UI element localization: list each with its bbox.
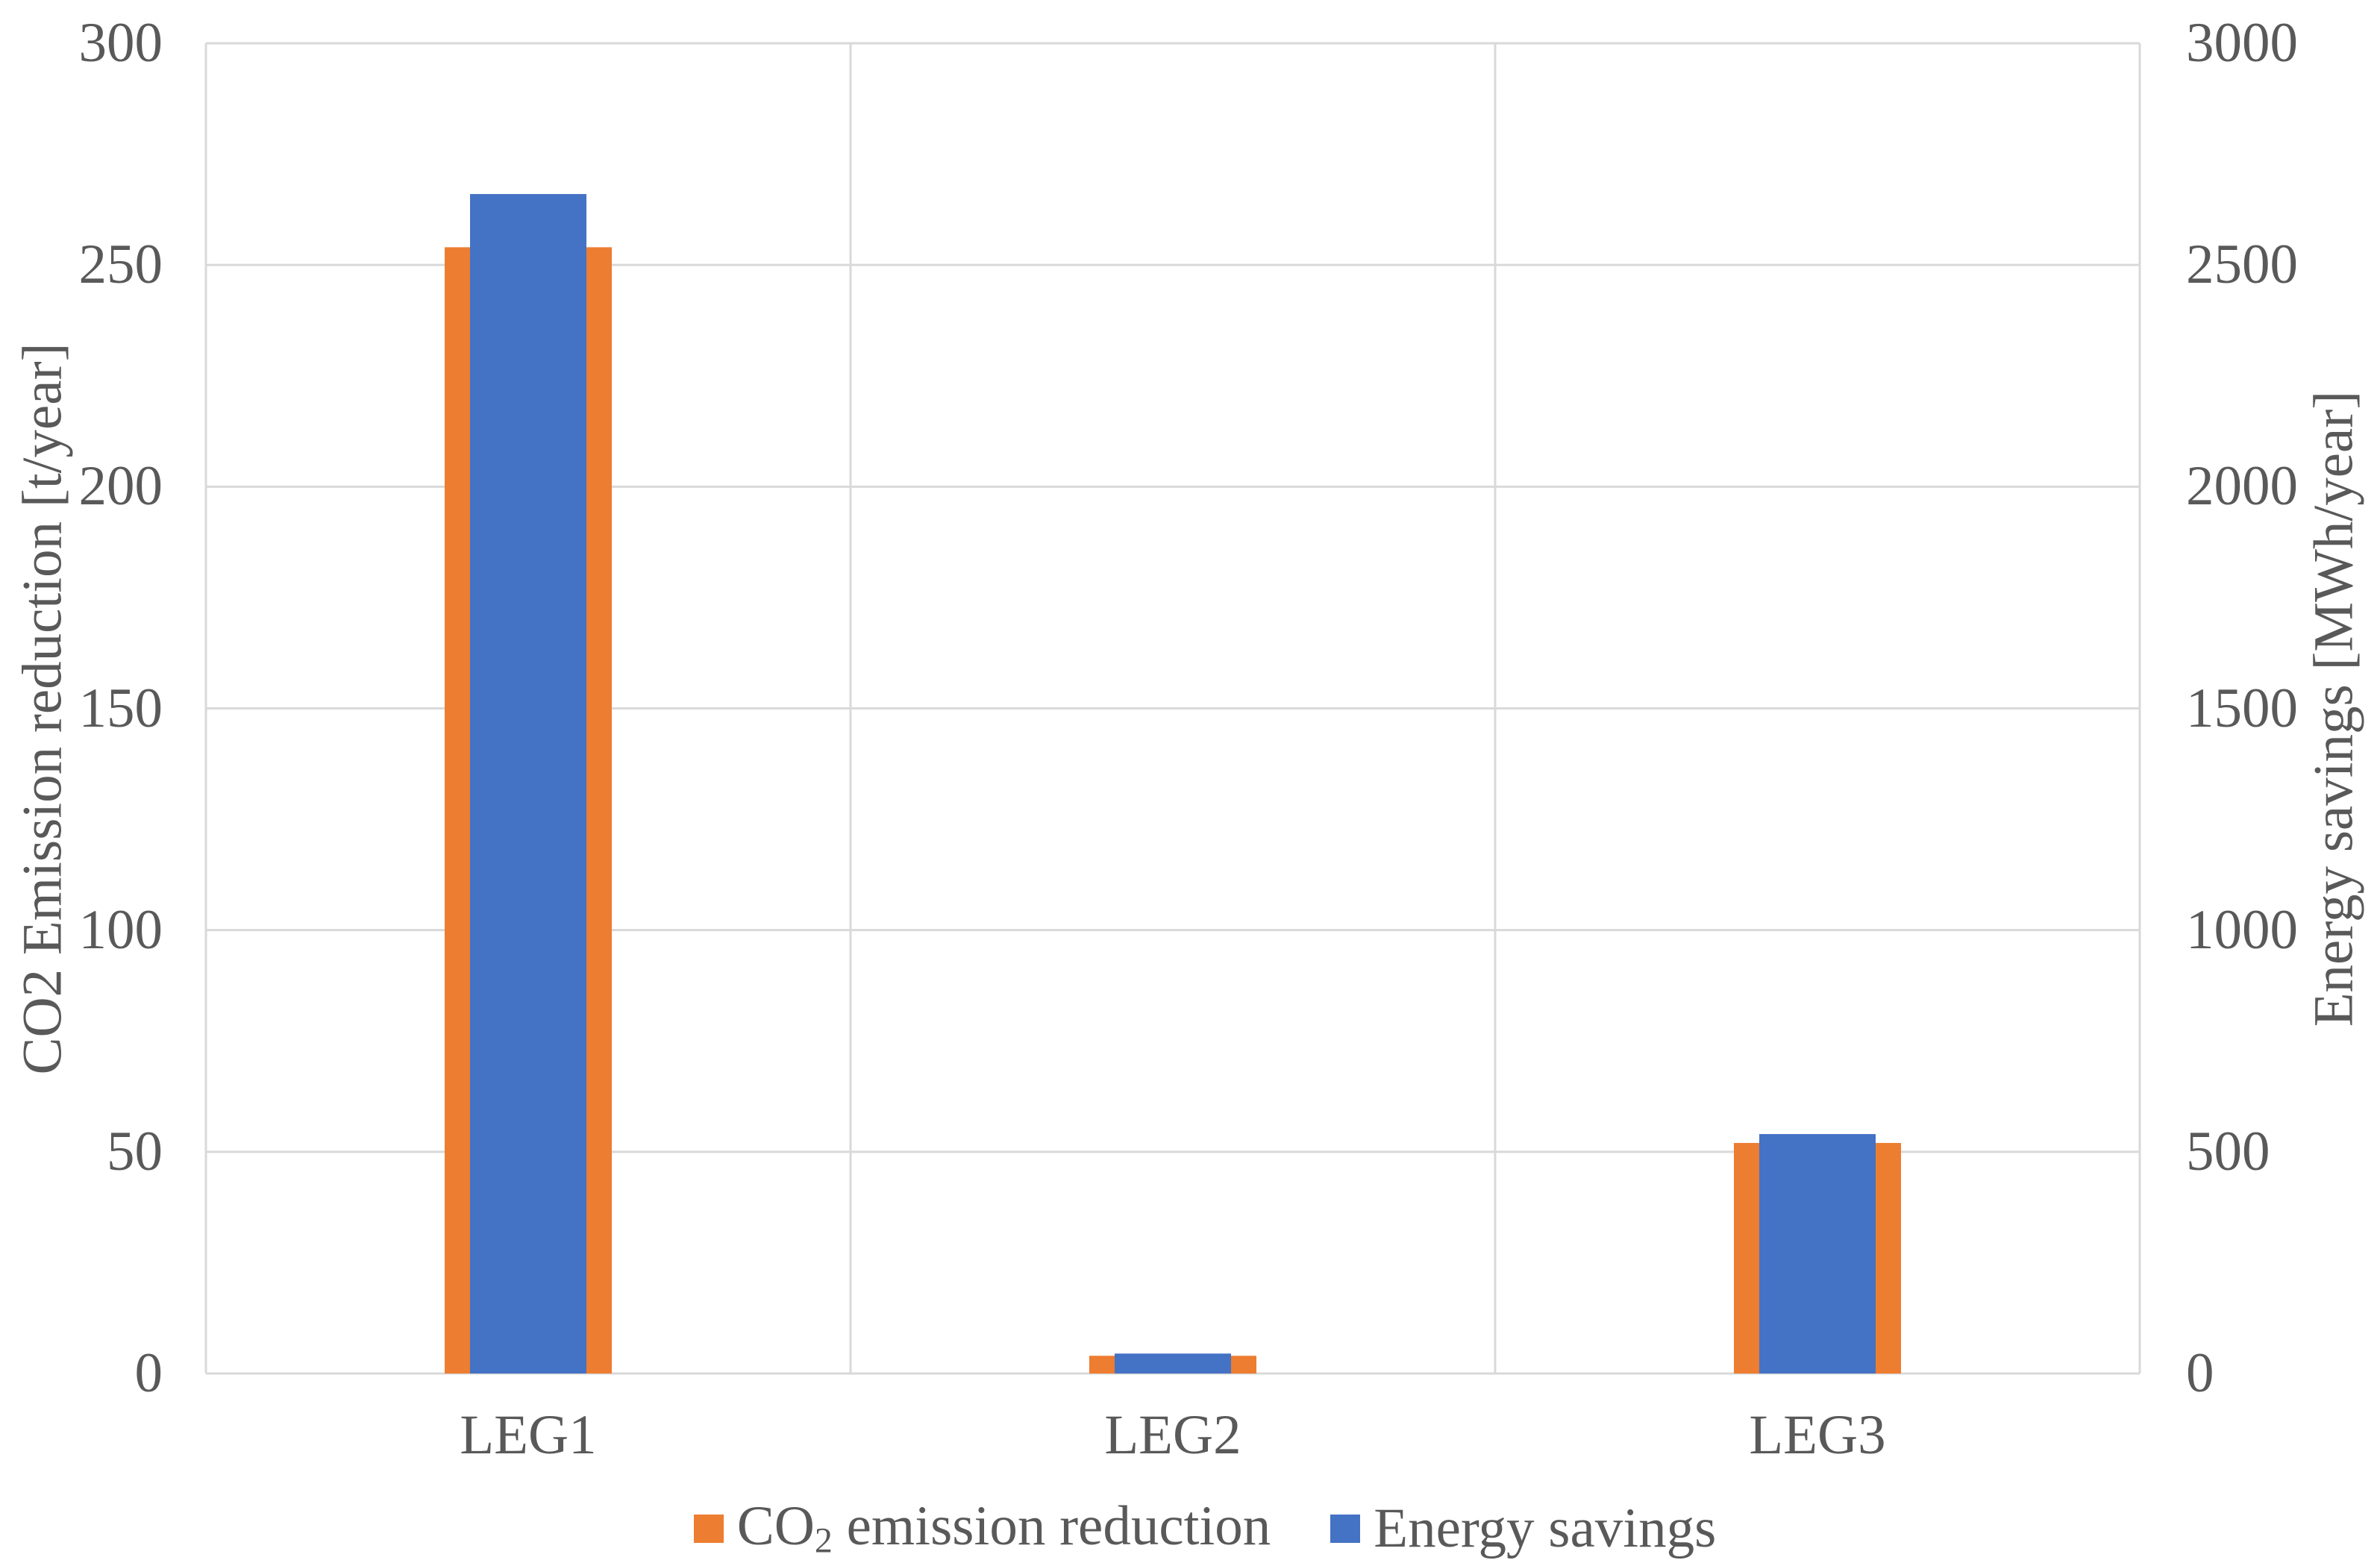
category-label-leg2: LEG2 [1104, 1404, 1241, 1466]
left-axis-tick-100: 100 [78, 898, 163, 961]
right-axis-tick-2500: 2500 [2186, 234, 2298, 296]
legend-item-co2: CO2 emission reduction [693, 1495, 1271, 1561]
left-axis-tick-150: 150 [78, 677, 163, 739]
right-axis-tick-0: 0 [2186, 1342, 2214, 1404]
category-label-leg1: LEG1 [460, 1404, 597, 1466]
bar-energy-leg2 [1115, 1353, 1231, 1374]
left-axis-tick-200: 200 [78, 455, 163, 518]
right-axis-tick-2000: 2000 [2186, 455, 2298, 518]
right-axis-title: Energy savings [MWh/year] [2302, 390, 2365, 1027]
right-axis-tick-1000: 1000 [2186, 898, 2298, 961]
left-axis-tick-300: 300 [78, 12, 163, 74]
energy-legend-label: Energy savings [1374, 1497, 1717, 1560]
right-axis-tick-3000: 3000 [2186, 12, 2298, 74]
category-label-leg3: LEG3 [1749, 1404, 1886, 1466]
legend-item-energy: Energy savings [1330, 1500, 1716, 1556]
right-axis-tick-1500: 1500 [2186, 677, 2298, 739]
co2-series-swatch [693, 1514, 724, 1543]
energy-series-swatch [1330, 1514, 1361, 1543]
left-axis-tick-50: 50 [107, 1120, 163, 1183]
co2-legend-label: CO2 emission reduction [736, 1495, 1271, 1561]
bar-energy-leg1 [470, 194, 586, 1374]
legend: CO2 emission reduction Energy savings [30, 1498, 2380, 1559]
bar-energy-leg3 [1759, 1134, 1876, 1374]
right-axis-tick-500: 500 [2186, 1120, 2270, 1183]
left-axis-tick-250: 250 [78, 234, 163, 296]
left-axis-tick-0: 0 [134, 1342, 163, 1404]
